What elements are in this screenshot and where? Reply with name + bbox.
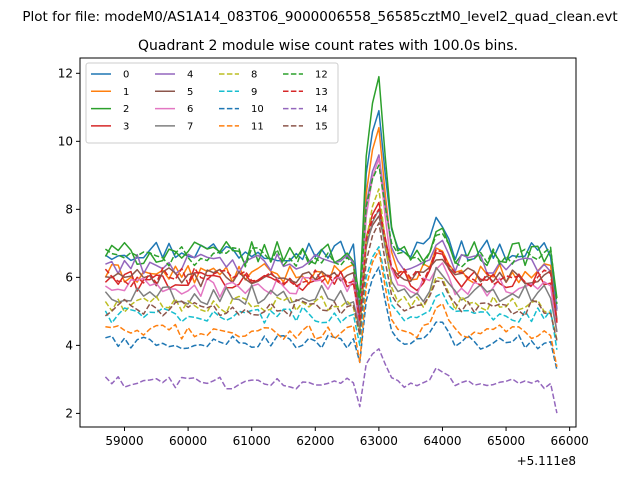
x-tick-label-66000: 66000: [551, 434, 589, 448]
legend-label-6: 6: [187, 104, 193, 115]
legend-label-4: 4: [187, 70, 193, 81]
legend-label-14: 14: [315, 104, 328, 115]
chart-title: Quadrant 2 module wise count rates with …: [138, 38, 518, 54]
legend-label-3: 3: [123, 121, 129, 132]
series-line-11: [105, 249, 558, 367]
legend-label-15: 15: [315, 121, 328, 132]
legend-label-1: 1: [123, 87, 129, 98]
series-line-14: [104, 348, 558, 414]
series-line-10: [105, 266, 558, 371]
y-axis: 2 4 6 8 10 12: [58, 66, 80, 420]
legend-label-2: 2: [123, 104, 129, 115]
y-tick-label-10: 10: [58, 134, 73, 148]
series-line-2: [104, 75, 558, 299]
y-tick-label-2: 2: [65, 406, 73, 420]
series-line-12: [104, 164, 558, 306]
series-line-3: [104, 201, 558, 324]
y-tick-label-4: 4: [65, 338, 73, 352]
legend-label-5: 5: [187, 87, 193, 98]
legend-label-13: 13: [315, 87, 328, 98]
x-tick-label-59000: 59000: [105, 434, 143, 448]
series-line-15: [104, 222, 558, 341]
chart-suptitle: Plot for file: modeM0/AS1A14_083T06_9000…: [22, 9, 617, 25]
series-line-5: [105, 215, 558, 320]
legend-label-8: 8: [251, 70, 257, 81]
legend-box: [85, 62, 339, 144]
x-offset-text: +5.111e8: [517, 454, 576, 468]
x-axis: 59000 60000 61000 62000 63000 64000 65000 66000: [105, 427, 589, 448]
x-tick-label-61000: 61000: [233, 434, 271, 448]
x-tick-label-62000: 62000: [296, 434, 334, 448]
x-tick-label-64000: 64000: [423, 434, 461, 448]
legend-label-7: 7: [187, 121, 193, 132]
plot-area: [104, 75, 558, 414]
legend-label-11: 11: [251, 121, 264, 132]
x-tick-label-65000: 65000: [487, 434, 525, 448]
legend-label-9: 9: [251, 87, 257, 98]
axes-frame: [79, 57, 577, 428]
series-line-4: [105, 154, 558, 313]
y-tick-label-12: 12: [58, 66, 73, 80]
legend-label-10: 10: [251, 104, 264, 115]
legend-label-0: 0: [123, 70, 129, 81]
series-line-9: [104, 246, 558, 350]
legend-label-12: 12: [315, 70, 328, 81]
series-line-8: [104, 188, 558, 340]
x-tick-label-60000: 60000: [169, 434, 207, 448]
y-tick-label-6: 6: [65, 270, 73, 284]
x-tick-label-63000: 63000: [360, 434, 398, 448]
y-tick-label-8: 8: [65, 202, 73, 216]
series-line-13: [104, 208, 558, 323]
